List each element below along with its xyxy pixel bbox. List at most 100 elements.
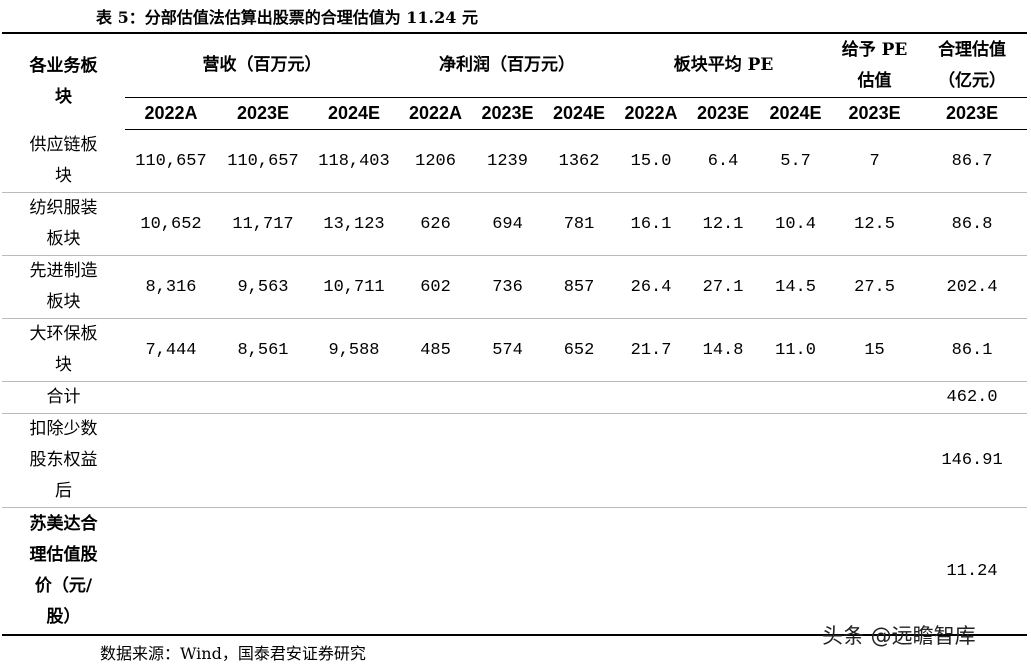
header-cell-text: 给予 PE估值	[841, 39, 908, 91]
header-row: 各业务板块 营收（百万元） 净利润（百万元） 板块平均 PE 给予 PE估值 合理估值（亿…	[2, 32, 1028, 130]
cell: 10.4	[759, 192, 833, 256]
header-cell: 合理估值（亿元）	[917, 32, 1028, 98]
cell: 1362	[543, 129, 616, 193]
year-cell: 2022A	[399, 97, 473, 130]
cell: 12.1	[687, 192, 760, 256]
cell: 781	[543, 192, 616, 256]
empty-cell	[125, 413, 918, 508]
cell: 626	[399, 192, 473, 256]
cell: 86.1	[917, 318, 1028, 382]
row-label-text: 纺织服装板块	[29, 198, 98, 249]
table-body: 供应链板块 110,657 110,657 118,403 1206 1239 1362 15…	[2, 129, 1028, 636]
cell: 694	[472, 192, 544, 256]
cell: 86.8	[917, 192, 1028, 256]
data-row: 先进制造板块 8,316 9,563 10,711 602 736 857 26.4 27.1 1…	[2, 255, 1028, 319]
row-label: 苏美达合理估值股价（元/股）	[2, 507, 125, 636]
year-cell: 2024E	[759, 97, 833, 130]
year-cell: 2024E	[309, 97, 400, 130]
source-note: 数据来源：Wind，国泰君安证券研究	[100, 644, 366, 663]
year-cell: 2022A	[125, 97, 217, 130]
data-row: 纺织服装板块 10,652 11,717 13,123 626 694 781 16.1 12.…	[2, 192, 1028, 256]
row-label-text: 扣除少数股东权益后	[29, 419, 98, 501]
cell: 857	[543, 255, 616, 319]
table-title: 表 5：分部估值法估算出股票的合理估值为 11.24 元	[96, 8, 478, 27]
row-label-text: 大环保板块	[29, 324, 98, 375]
table-header: 各业务板块 营收（百万元） 净利润（百万元） 板块平均 PE 给予 PE估值 合理估值（亿…	[2, 32, 1028, 130]
row-label-text: 供应链板块	[29, 134, 98, 186]
valuation-table: 各业务板块 营收（百万元） 净利润（百万元） 板块平均 PE 给予 PE估值 合理估值（亿…	[2, 32, 1028, 636]
year-cell: 2023E	[687, 97, 760, 130]
cell: 7	[832, 129, 918, 193]
empty-cell	[125, 381, 918, 414]
row-label-text: 先进制造板块	[29, 261, 98, 312]
cell: 9,588	[309, 318, 400, 382]
year-cell: 2022A	[615, 97, 688, 130]
cell: 14.5	[759, 255, 833, 319]
row-label: 扣除少数股东权益后	[2, 413, 125, 508]
year-cell: 2023E	[472, 97, 544, 130]
cell: 7,444	[125, 318, 217, 382]
cell: 27.5	[832, 255, 918, 319]
header-cell-text: 合理估值（亿元）	[938, 39, 1007, 91]
year-cell: 2023E	[917, 97, 1028, 130]
cell: 202.4	[917, 255, 1028, 319]
row-label: 先进制造板块	[2, 255, 125, 319]
year-cell: 2023E	[217, 97, 309, 130]
header-cell: 净利润（百万元）	[399, 32, 616, 98]
cell: 110,657	[217, 129, 309, 193]
cell: 26.4	[615, 255, 688, 319]
summary-row: 扣除少数股东权益后 146.91	[2, 413, 1028, 508]
watermark: 头条 @远瞻智库	[822, 624, 976, 648]
cell: 11.24	[917, 507, 1028, 636]
cell: 21.7	[615, 318, 688, 382]
cell: 10,652	[125, 192, 217, 256]
cell: 736	[472, 255, 544, 319]
row-label: 大环保板块	[2, 318, 125, 382]
cell: 652	[543, 318, 616, 382]
summary-row: 苏美达合理估值股价（元/股） 11.24	[2, 507, 1028, 636]
summary-row: 合计 462.0	[2, 381, 1028, 414]
header-cell: 各业务板块	[2, 32, 125, 130]
row-label: 纺织服装板块	[2, 192, 125, 256]
cell: 10,711	[309, 255, 400, 319]
year-cell: 2023E	[832, 97, 918, 130]
cell: 485	[399, 318, 473, 382]
cell: 11.0	[759, 318, 833, 382]
header-cell: 营收（百万元）	[125, 32, 400, 98]
year-row: 2022A 2023E 2024E 2022A 2023E 2024E 2022A 2023E…	[2, 97, 1028, 130]
cell: 27.1	[687, 255, 760, 319]
cell: 5.7	[759, 129, 833, 193]
cell: 14.8	[687, 318, 760, 382]
header-cell: 板块平均 PE	[615, 32, 833, 98]
cell: 574	[472, 318, 544, 382]
empty-cell	[125, 507, 918, 636]
row-label: 合计	[2, 381, 125, 414]
cell: 6.4	[687, 129, 760, 193]
cell: 15.0	[615, 129, 688, 193]
row-label-text: 合计	[46, 387, 81, 407]
cell: 1239	[472, 129, 544, 193]
data-row: 供应链板块 110,657 110,657 118,403 1206 1239 1362 15…	[2, 129, 1028, 193]
cell: 118,403	[309, 129, 400, 193]
cell: 462.0	[917, 381, 1028, 414]
data-row: 大环保板块 7,444 8,561 9,588 485 574 652 21.7 14.8 11.…	[2, 318, 1028, 382]
row-label-text: 苏美达合理估值股价（元/股）	[29, 514, 98, 627]
cell: 8,316	[125, 255, 217, 319]
cell: 602	[399, 255, 473, 319]
cell: 11,717	[217, 192, 309, 256]
header-cell-text: 各业务板块	[29, 55, 98, 107]
cell: 146.91	[917, 413, 1028, 508]
cell: 16.1	[615, 192, 688, 256]
cell: 8,561	[217, 318, 309, 382]
cell: 9,563	[217, 255, 309, 319]
cell: 86.7	[917, 129, 1028, 193]
cell: 13,123	[309, 192, 400, 256]
cell: 12.5	[832, 192, 918, 256]
row-label: 供应链板块	[2, 129, 125, 193]
year-cell: 2024E	[543, 97, 616, 130]
cell: 110,657	[125, 129, 217, 193]
cell: 15	[832, 318, 918, 382]
header-cell: 给予 PE估值	[832, 32, 918, 98]
cell: 1206	[399, 129, 473, 193]
